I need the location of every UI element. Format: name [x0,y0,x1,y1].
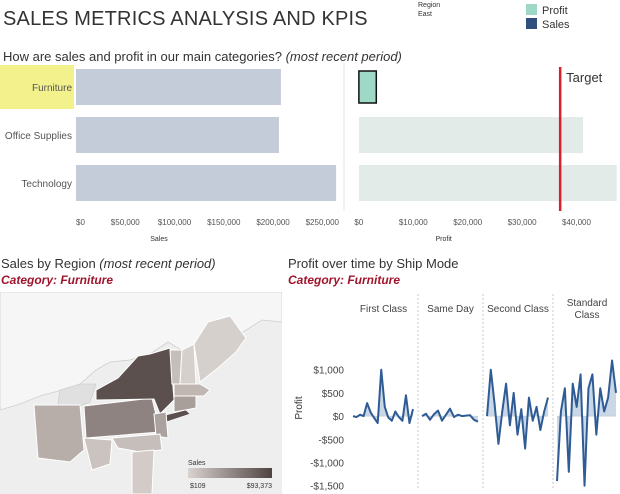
sales-bar[interactable] [76,69,281,105]
region-section-title-note: (most recent period) [99,256,216,271]
category-label[interactable]: Furniture [32,83,72,94]
series-area [422,408,478,422]
profit-y-tick: -$1,000 [310,458,344,469]
time-category-label: Category: Furniture [288,273,401,287]
panel-header: Standard Class [567,298,608,321]
state-ohio[interactable] [33,404,85,463]
profit-x-axis-label: Profit [436,236,452,243]
sales-x-tick: $250,000 [306,218,340,227]
category-label[interactable]: Office Supplies [5,131,72,142]
region-filter-label: Region [418,2,441,9]
region-filter-value[interactable]: East [418,11,433,18]
legend-item-profit[interactable]: Profit [526,4,568,17]
region-section-title-text: Sales by Region [1,256,96,271]
time-section-title: Profit over time by Ship Mode [288,256,459,271]
profit-bar-selected[interactable] [358,70,378,104]
legend-label-sales: Sales [542,19,570,31]
series-line[interactable] [352,368,414,425]
profit-over-time-chart: -$1,500 -$1,000 -$500 $0 $500 $1,000 Profit Fir… [294,294,617,493]
panel-header: First Class [360,304,407,315]
sales-x-tick: $0 [76,218,85,227]
category-labels: Furniture Office Supplies Technology [0,65,74,190]
lake-shape [57,383,97,411]
state-new-hampshire[interactable] [179,343,197,385]
profit-x-tick: $20,000 [453,218,482,227]
state-connecticut[interactable] [173,395,197,413]
sales-bar-chart: $0 $50,000 $100,000 $150,000 $200,000 $250,00… [76,63,345,243]
profit-y-tick: -$500 [318,435,344,446]
state-massachusetts[interactable] [173,383,211,397]
legend-item-sales[interactable]: Sales [526,18,570,31]
map-legend-title: Sales [188,460,206,467]
map-legend-max: $93,373 [247,483,272,490]
profit-bar-chart: $0 $10,000 $20,000 $30,000 $40,000 Profit Targ… [354,67,617,243]
panel-header: Same Day [427,304,474,315]
sales-bar[interactable] [76,165,337,201]
panel-header: Second Class [487,304,549,315]
line-chart-group: -$1,500 -$1,000 -$500 $0 $500 $1,000 Profit Fir… [294,294,617,493]
profit-y-tick: -$1,500 [310,482,344,493]
map-legend-min: $109 [190,483,206,490]
profit-y-tick: $500 [322,389,345,400]
category-bar-charts: Furniture Office Supplies Technology $0 $50… [0,63,617,243]
profit-swatch [526,4,537,15]
lower-coast-shape [131,449,155,494]
profit-x-tick: $10,000 [399,218,428,227]
profit-x-tick: $30,000 [508,218,537,227]
profit-bar[interactable] [358,165,617,201]
legend-label-profit: Profit [542,5,568,17]
page-title: SALES METRICS ANALYSIS AND KPIS [3,8,368,30]
category-section-title-note: (most recent period) [285,49,402,64]
sales-x-tick: $200,000 [256,218,290,227]
sales-x-axis-label: Sales [150,236,168,243]
sales-x-tick: $50,000 [111,218,140,227]
sales-swatch [526,18,537,29]
target-label: Target [566,70,603,85]
category-section-title: How are sales and profit in our main cat… [3,49,402,64]
series-area [487,369,548,449]
category-label[interactable]: Technology [21,179,72,190]
state-west-virginia[interactable] [83,437,113,471]
category-section-title-text: How are sales and profit in our main cat… [3,49,282,64]
category-highlight [0,65,74,109]
region-section-title: Sales by Region (most recent period) [1,256,216,271]
series-line[interactable] [556,359,617,487]
profit-y-tick: $0 [333,412,345,423]
region-category-label: Category: Furniture [1,273,114,287]
series-line[interactable] [421,407,479,423]
profit-y-tick: $1,000 [313,366,344,377]
sales-x-tick: $100,000 [158,218,192,227]
sales-bar[interactable] [76,117,279,153]
profit-x-tick: $0 [354,218,363,227]
profit-bar[interactable] [358,117,584,153]
profit-x-tick: $40,000 [562,218,591,227]
map-legend-gradient [188,468,272,478]
sales-by-region-map[interactable]: Sales $109 $93,373 [0,292,282,494]
state-maine[interactable] [193,315,247,383]
sales-x-tick: $150,000 [207,218,241,227]
series-line[interactable] [486,368,549,450]
profit-y-axis-label: Profit [294,396,305,420]
state-new-jersey[interactable] [153,411,169,439]
